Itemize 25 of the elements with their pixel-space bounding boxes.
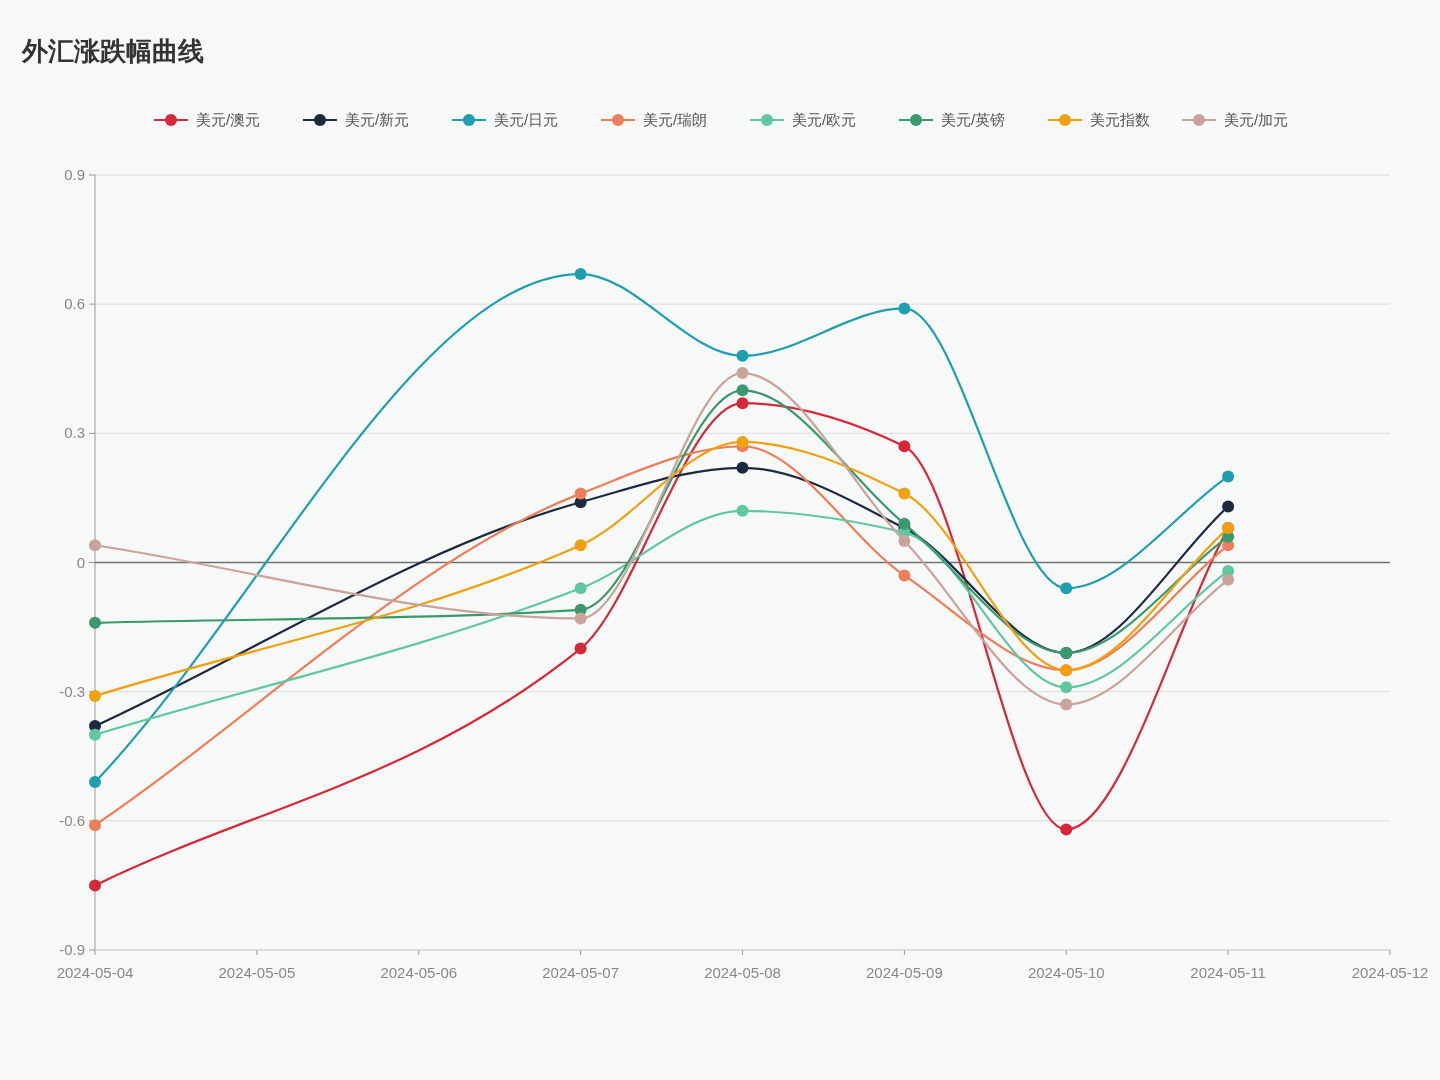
legend-label: 美元/澳元 xyxy=(196,111,261,128)
legend-label: 美元/新元 xyxy=(345,111,410,128)
y-tick-label: 0 xyxy=(76,553,85,571)
legend-label: 美元/瑞朗 xyxy=(643,111,708,128)
x-tick-label: 2024-05-04 xyxy=(56,964,134,981)
x-tick-label: 2024-05-05 xyxy=(218,964,296,981)
x-tick-label: 2024-05-07 xyxy=(542,964,619,981)
legend-label: 美元指数 xyxy=(1090,111,1150,128)
x-tick-label: 2024-05-08 xyxy=(704,964,781,981)
legend-label: 美元/加元 xyxy=(1224,111,1289,128)
y-tick-label: -0.6 xyxy=(59,811,85,829)
x-tick-label: 2024-05-06 xyxy=(380,964,458,981)
y-tick-label: 0.3 xyxy=(64,424,85,442)
chart-title: 外汇涨跌幅曲线 xyxy=(21,36,204,66)
y-tick-label: -0.9 xyxy=(59,941,85,958)
legend-label: 美元/日元 xyxy=(494,111,559,128)
x-tick-label: 2024-05-10 xyxy=(1027,964,1105,981)
x-tick-label: 2024-05-11 xyxy=(1190,964,1266,981)
x-tick-label: 2024-05-12 xyxy=(1351,964,1429,981)
y-tick-label: 0.9 xyxy=(64,166,85,183)
y-tick-label: -0.3 xyxy=(59,682,85,700)
legend-label: 美元/欧元 xyxy=(792,111,857,128)
y-tick-label: 0.6 xyxy=(64,295,85,313)
legend-label: 美元/英镑 xyxy=(941,111,1006,128)
x-tick-label: 2024-05-09 xyxy=(866,964,943,981)
